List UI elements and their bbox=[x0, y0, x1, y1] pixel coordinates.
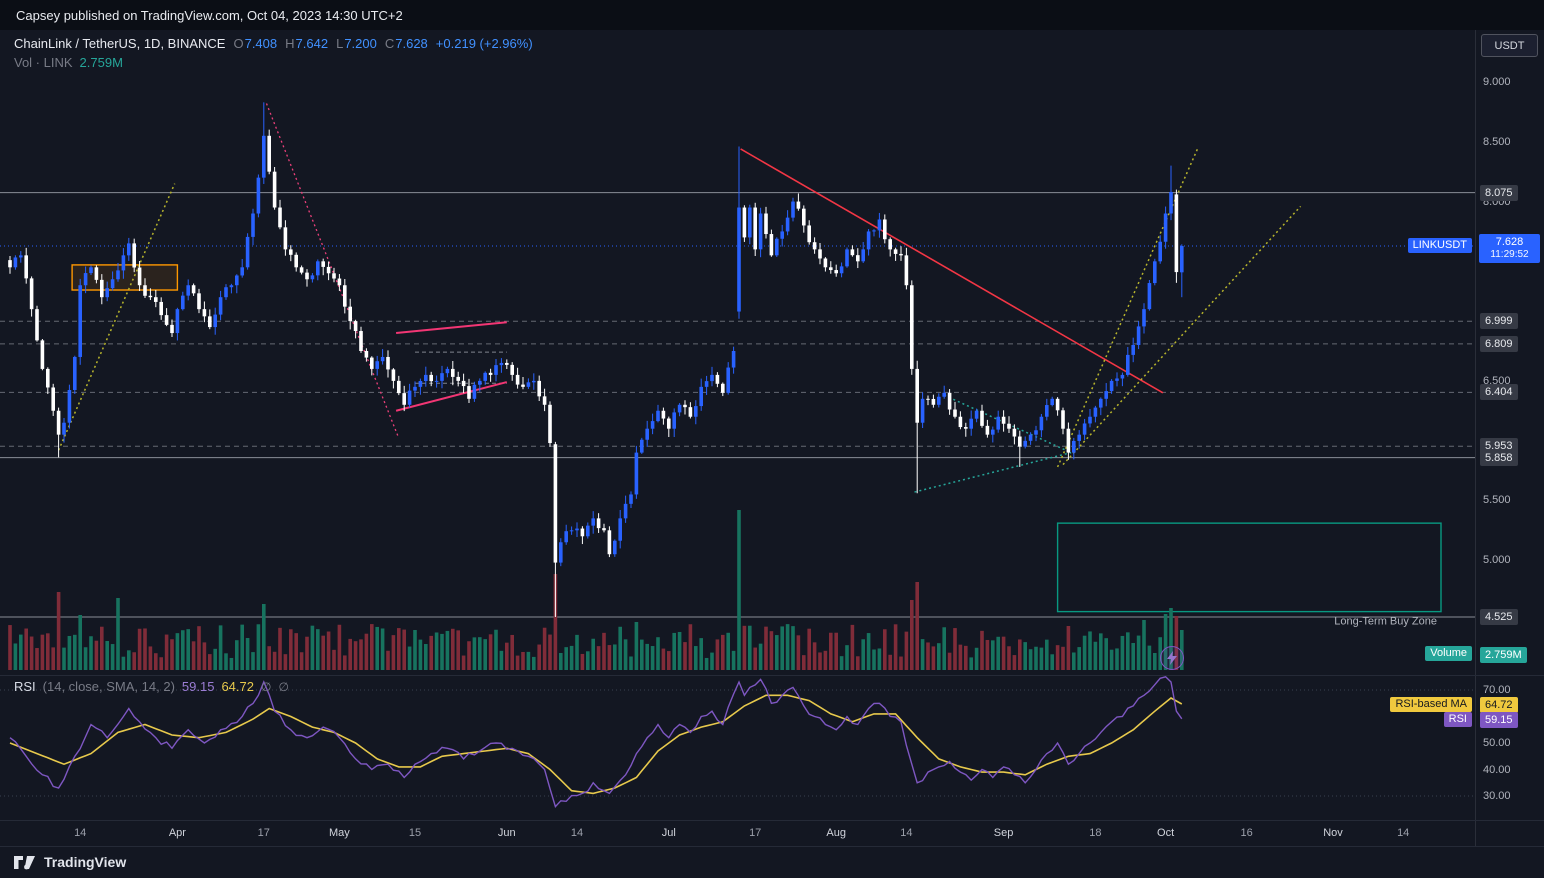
time-tick: 17 bbox=[749, 827, 762, 839]
symbol-price-tag: LINKUSDT bbox=[1407, 238, 1472, 253]
ohlc-open: O 7.408 bbox=[233, 36, 278, 51]
trendlines-layer bbox=[57, 103, 1302, 493]
rsi-ma-line bbox=[9, 694, 1183, 795]
time-tick: Aug bbox=[826, 827, 846, 839]
time-tick: May bbox=[329, 827, 350, 839]
price-level-badge: 6.404 bbox=[1480, 384, 1518, 401]
time-tick: Nov bbox=[1323, 827, 1343, 839]
time-tick: Apr bbox=[168, 827, 186, 839]
volume-tag: Volume bbox=[1425, 646, 1472, 661]
pane-separator[interactable] bbox=[0, 675, 1544, 676]
rsi-value-badge: 59.15 bbox=[1480, 712, 1518, 728]
time-tick: Jun bbox=[497, 827, 516, 839]
rsi-ma-value: 64.72 bbox=[221, 679, 254, 694]
time-tick: 15 bbox=[408, 827, 422, 839]
time-tick: 14 bbox=[570, 827, 584, 839]
volume-value-badge: 2.759M bbox=[1480, 647, 1527, 663]
axis-tick: 50.00 bbox=[1483, 737, 1511, 749]
hidden-plot-icon[interactable]: ∅ bbox=[261, 680, 272, 694]
olive-rising-march bbox=[57, 183, 176, 451]
axis-tick: 8.500 bbox=[1483, 135, 1511, 148]
magenta-falling-april bbox=[265, 103, 400, 439]
symbol-legend: ChainLink / TetherUS, 1D, BINANCE O 7.408… bbox=[14, 36, 533, 51]
chart-stage: Long-Term Buy Zone ChainLink / TetherUS,… bbox=[0, 30, 1544, 878]
rsi-ma-value-badge: 64.72 bbox=[1480, 697, 1518, 713]
tradingview-logo[interactable] bbox=[14, 855, 36, 870]
boost-button[interactable] bbox=[1160, 646, 1184, 670]
rsi-legend: RSI (14, close, SMA, 14, 2) 59.15 64.72 … bbox=[14, 679, 289, 694]
rsi-layer bbox=[0, 676, 1475, 808]
price-level-badge: 6.809 bbox=[1480, 335, 1518, 352]
hidden-plot-icon[interactable]: ∅ bbox=[278, 680, 289, 694]
time-axis[interactable]: 14 Apr 17 May 15 Jun 14 Jul 17 Aug 14 Sep 18 Oct 16 Nov… bbox=[0, 820, 1475, 846]
volume-layer bbox=[8, 510, 1184, 670]
ohlc-low: L 7.200 bbox=[336, 36, 377, 51]
price-level-badge: 4.525 bbox=[1480, 608, 1518, 625]
rsi-value: 59.15 bbox=[181, 679, 215, 694]
price-level-badge: 6.999 bbox=[1480, 313, 1518, 330]
time-tick: Sep bbox=[993, 827, 1014, 839]
currency-toggle-button[interactable]: USDT bbox=[1481, 34, 1538, 57]
symbol-title[interactable]: ChainLink / TetherUS, 1D, BINANCE bbox=[14, 36, 226, 51]
bar-countdown: 11:29:52 bbox=[1490, 249, 1529, 260]
price-level-badge: 5.858 bbox=[1480, 449, 1518, 466]
candles-layer bbox=[8, 102, 1184, 617]
pane-separator bbox=[0, 846, 1544, 847]
volume-legend: Vol · LINK 2.759M bbox=[14, 55, 123, 70]
price-chart[interactable]: Long-Term Buy Zone bbox=[0, 30, 1475, 846]
change-value: +0.219 (+2.96%) bbox=[435, 36, 533, 51]
volume-legend-value: 2.759M bbox=[79, 55, 123, 70]
rsi-params: (14, close, SMA, 14, 2) bbox=[42, 679, 175, 694]
pink-flag-upper bbox=[396, 321, 507, 335]
time-tick: 14 bbox=[74, 827, 87, 839]
red-falling-july-oct bbox=[740, 148, 1164, 394]
olive-rising-long bbox=[1062, 205, 1302, 466]
rsi-line bbox=[9, 676, 1183, 808]
time-tick: Jul bbox=[661, 827, 676, 839]
publish-banner: Capsey published on TradingView.com, Oct… bbox=[0, 0, 1544, 30]
axis-tick: 5.500 bbox=[1483, 494, 1511, 507]
axis-tick: 40.00 bbox=[1483, 763, 1511, 776]
time-tick: 17 bbox=[257, 827, 270, 839]
buy-zone-label: Long-Term Buy Zone bbox=[1334, 616, 1437, 628]
pink-flag-lower bbox=[395, 381, 508, 412]
lightning-icon bbox=[1167, 651, 1177, 665]
axis-tick: 30.00 bbox=[1483, 790, 1511, 802]
axis-tick: 5.000 bbox=[1483, 554, 1511, 567]
tradingview-wordmark[interactable]: TradingView bbox=[44, 854, 127, 870]
volume-legend-label: Vol · LINK bbox=[14, 55, 73, 70]
price-axis[interactable]: USDT 7.628 11:29:52 2.759M 64.72 59.15 9… bbox=[1475, 30, 1544, 846]
time-tick: Oct bbox=[1157, 827, 1175, 839]
price-level-badge: 8.075 bbox=[1480, 184, 1518, 201]
footer-bar: TradingView bbox=[0, 846, 1544, 878]
current-price-badge: 7.628 11:29:52 bbox=[1479, 234, 1540, 263]
ohlc-high: H 7.642 bbox=[285, 36, 329, 51]
rsi-ma-tag: RSI-based MA bbox=[1390, 697, 1472, 712]
time-tick: 14 bbox=[900, 827, 913, 839]
time-tick: 16 bbox=[1240, 827, 1253, 839]
ohlc-close: C 7.628 bbox=[384, 36, 428, 51]
rsi-title[interactable]: RSI bbox=[14, 679, 36, 694]
teal-wedge-lower bbox=[914, 451, 1072, 493]
axis-tick: 70.00 bbox=[1483, 684, 1511, 696]
teal-wedge-upper bbox=[943, 394, 1072, 454]
long-term-buy-zone bbox=[1056, 522, 1442, 613]
time-tick: 14 bbox=[1397, 827, 1410, 839]
rsi-tag: RSI bbox=[1443, 712, 1472, 727]
current-price: 7.628 bbox=[1495, 236, 1524, 248]
pane-separator[interactable] bbox=[0, 820, 1544, 821]
boxes-layer: Long-Term Buy Zone bbox=[71, 264, 1442, 628]
axis-tick: 9.000 bbox=[1483, 76, 1511, 88]
time-tick: 18 bbox=[1089, 827, 1102, 839]
publish-banner-text: Capsey published on TradingView.com, Oct… bbox=[16, 7, 403, 23]
axis-tick: 6.500 bbox=[1483, 374, 1511, 387]
